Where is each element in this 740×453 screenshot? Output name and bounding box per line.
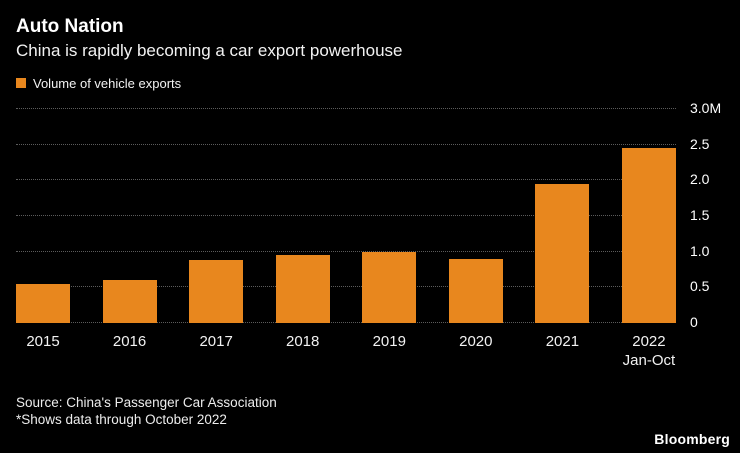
gridline: 1.0 bbox=[16, 243, 709, 259]
gridline: 2.5 bbox=[16, 136, 709, 152]
x-axis-labels: 2015 2016 2017 2018 2019 2020 2021 2022 Jan-Oct bbox=[16, 332, 676, 370]
gridline: 1.5 bbox=[16, 207, 709, 223]
bars bbox=[16, 109, 676, 323]
y-axis-tick-label: 0.5 bbox=[690, 278, 710, 295]
gridline: 0 bbox=[16, 314, 698, 330]
y-axis-tick-label: 1.5 bbox=[690, 207, 710, 223]
x-axis-label: 2015 bbox=[26, 333, 60, 350]
plot-area: 0 0.5 1.0 1.5 2.0 2.5 3.0M bbox=[16, 100, 721, 330]
gridline: 3.0M bbox=[16, 100, 721, 116]
x-axis-label: 2020 bbox=[459, 333, 493, 350]
bar bbox=[362, 251, 417, 323]
x-axis-label: 2018 bbox=[286, 333, 320, 350]
y-axis-tick-label: 3.0M bbox=[690, 100, 722, 116]
x-axis-label: 2022 Jan-Oct bbox=[622, 333, 676, 369]
bloomberg-logo: Bloomberg bbox=[654, 431, 730, 447]
x-axis-sub-label: Jan-Oct bbox=[622, 352, 676, 369]
footer: Source: China's Passenger Car Associatio… bbox=[16, 394, 740, 428]
y-axis-tick-label: 2.5 bbox=[690, 135, 710, 152]
bar bbox=[16, 283, 70, 323]
y-axis-tick-label: 0 bbox=[690, 314, 698, 330]
legend-label: Volume of vehicle exports bbox=[33, 75, 182, 91]
x-axis-label: 2016 bbox=[112, 333, 147, 350]
chart-title: Auto Nation bbox=[16, 16, 124, 37]
x-axis-label: 2021 bbox=[545, 333, 580, 350]
legend: Volume of vehicle exports bbox=[16, 75, 740, 91]
source-text: Source: China's Passenger Car Associatio… bbox=[16, 395, 277, 410]
bar bbox=[535, 183, 590, 323]
bar bbox=[621, 148, 676, 323]
footnote-text: *Shows data through October 2022 bbox=[16, 412, 227, 427]
gridline: 2.0 bbox=[16, 171, 709, 187]
y-axis-tick-label: 1.0 bbox=[690, 242, 710, 259]
bar bbox=[275, 255, 330, 323]
y-axis-tick-label: 2.0 bbox=[690, 171, 710, 188]
legend-swatch-icon bbox=[16, 78, 26, 88]
bar bbox=[448, 258, 503, 323]
bar bbox=[189, 260, 244, 323]
x-axis-label: 2019 bbox=[372, 333, 406, 350]
x-axis-label: 2017 bbox=[199, 333, 233, 350]
chart-subtitle: China is rapidly becoming a car export p… bbox=[16, 41, 403, 60]
gridline: 0.5 bbox=[16, 278, 709, 294]
bar bbox=[102, 280, 157, 323]
